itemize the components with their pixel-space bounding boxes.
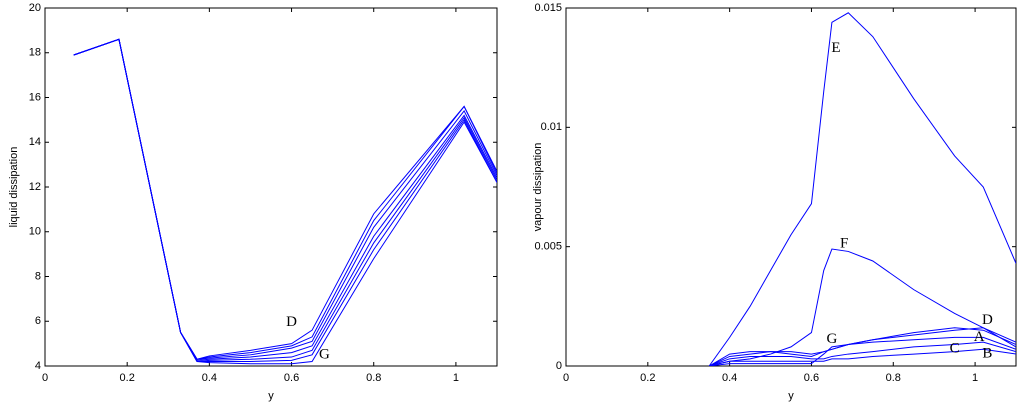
annotation: G	[319, 346, 330, 362]
y-tick-label: 20	[29, 2, 41, 14]
x-tick-label: 0.2	[640, 372, 655, 384]
y-tick-label: 6	[35, 315, 41, 327]
y-tick-label: 0.01	[541, 121, 562, 133]
data-line	[708, 327, 1016, 366]
data-line	[709, 341, 1016, 366]
data-line	[709, 248, 1016, 366]
x-axis-label: y	[788, 390, 794, 402]
x-tick-label: 0	[42, 372, 48, 384]
x-tick-label: 1	[453, 372, 459, 384]
y-tick-label: 8	[35, 270, 41, 282]
y-tick-label: 12	[29, 181, 41, 193]
y-tick-label: 0.015	[534, 2, 562, 14]
annotation: F	[840, 236, 848, 252]
annotation: C	[950, 341, 960, 357]
y-tick-label: 4	[35, 360, 41, 372]
data-line	[73, 38, 497, 365]
annotation: D	[982, 312, 993, 328]
data-line	[73, 38, 497, 361]
x-tick-label: 0	[563, 372, 569, 384]
data-line	[73, 38, 497, 360]
data-line	[709, 348, 1016, 366]
x-tick-label: 1	[972, 372, 978, 384]
annotation: B	[982, 346, 992, 362]
panel: 0 0.2 0.4 0.6 0.8 1 0 0.005 0.01 0.015 y vapour dis…	[532, 2, 1017, 402]
y-tick-label: 0	[556, 360, 562, 372]
annotation: G	[826, 331, 837, 347]
data-line	[708, 12, 1016, 366]
x-tick-label: 0.8	[366, 372, 381, 384]
annotation: E	[831, 40, 840, 56]
y-axis-label: vapour dissipation	[532, 143, 544, 232]
annotation: A	[974, 329, 985, 345]
x-tick-label: 0.4	[722, 372, 737, 384]
x-tick-label: 0.2	[120, 372, 135, 384]
y-axis-label: liquid dissipation	[8, 147, 20, 228]
data-line	[708, 327, 1016, 366]
x-tick-label: 0.8	[886, 372, 901, 384]
x-axis-label: y	[268, 390, 274, 402]
data-line	[73, 38, 497, 360]
data-line	[73, 38, 497, 360]
annotation: D	[286, 314, 297, 330]
x-tick-label: 0.4	[202, 372, 217, 384]
plot-frame	[44, 7, 498, 367]
data-line	[709, 336, 1016, 366]
y-tick-label: 10	[29, 226, 41, 238]
y-tick-label: 16	[29, 91, 41, 103]
y-tick-label: 0.005	[534, 241, 562, 253]
x-tick-label: 0.6	[804, 372, 819, 384]
y-tick-label: 14	[29, 136, 41, 148]
x-tick-label: 0.6	[284, 372, 299, 384]
y-tick-label: 18	[29, 47, 41, 59]
plot-frame	[565, 7, 1017, 367]
